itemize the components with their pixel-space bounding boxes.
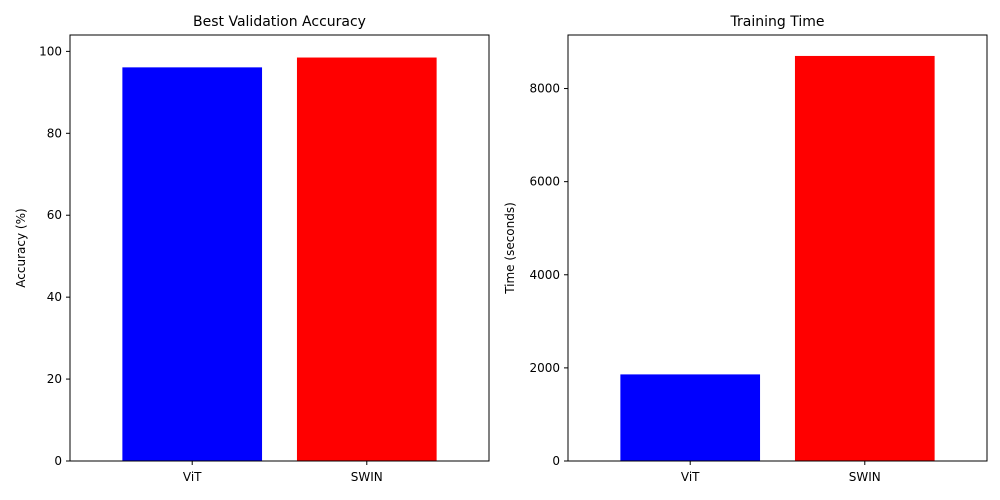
y-tick-label: 100: [39, 44, 62, 58]
y-axis-label: Accuracy (%): [14, 208, 28, 287]
x-tick-label: ViT: [681, 470, 700, 484]
chart-panel-1: ViT SWIN 0 20 40 60 80 100 Best Validation Accur…: [14, 14, 490, 484]
chart-title: Training Time: [730, 14, 825, 30]
plot-frame: [69, 34, 490, 462]
x-tick-label: SWIN: [849, 470, 881, 484]
y-tick-label: 4000: [529, 268, 560, 282]
bar-swin: [794, 55, 935, 462]
y-tick-label: 20: [47, 372, 62, 386]
plot-frame: [567, 34, 988, 462]
y-tick-label: 60: [47, 208, 62, 222]
y-tick-label: 40: [47, 290, 62, 304]
x-tick-label: ViT: [183, 470, 202, 484]
bar-swin: [296, 57, 437, 462]
chart-title: Best Validation Accuracy: [193, 14, 366, 30]
y-axis-label: Time (seconds): [503, 202, 517, 295]
y-tick-label: 6000: [529, 175, 560, 189]
y-tick-label: 2000: [529, 361, 560, 375]
chart-panel-2: ViT SWIN 0 2000 4000 6000 8000 Training Time Tim…: [503, 14, 988, 484]
x-tick-label: SWIN: [351, 470, 383, 484]
bar-vit: [122, 67, 263, 461]
bar-vit: [620, 374, 761, 461]
y-tick-label: 0: [552, 454, 560, 468]
y-tick-label: 8000: [529, 82, 560, 96]
y-tick-label: 80: [47, 126, 62, 140]
y-tick-label: 0: [54, 454, 62, 468]
